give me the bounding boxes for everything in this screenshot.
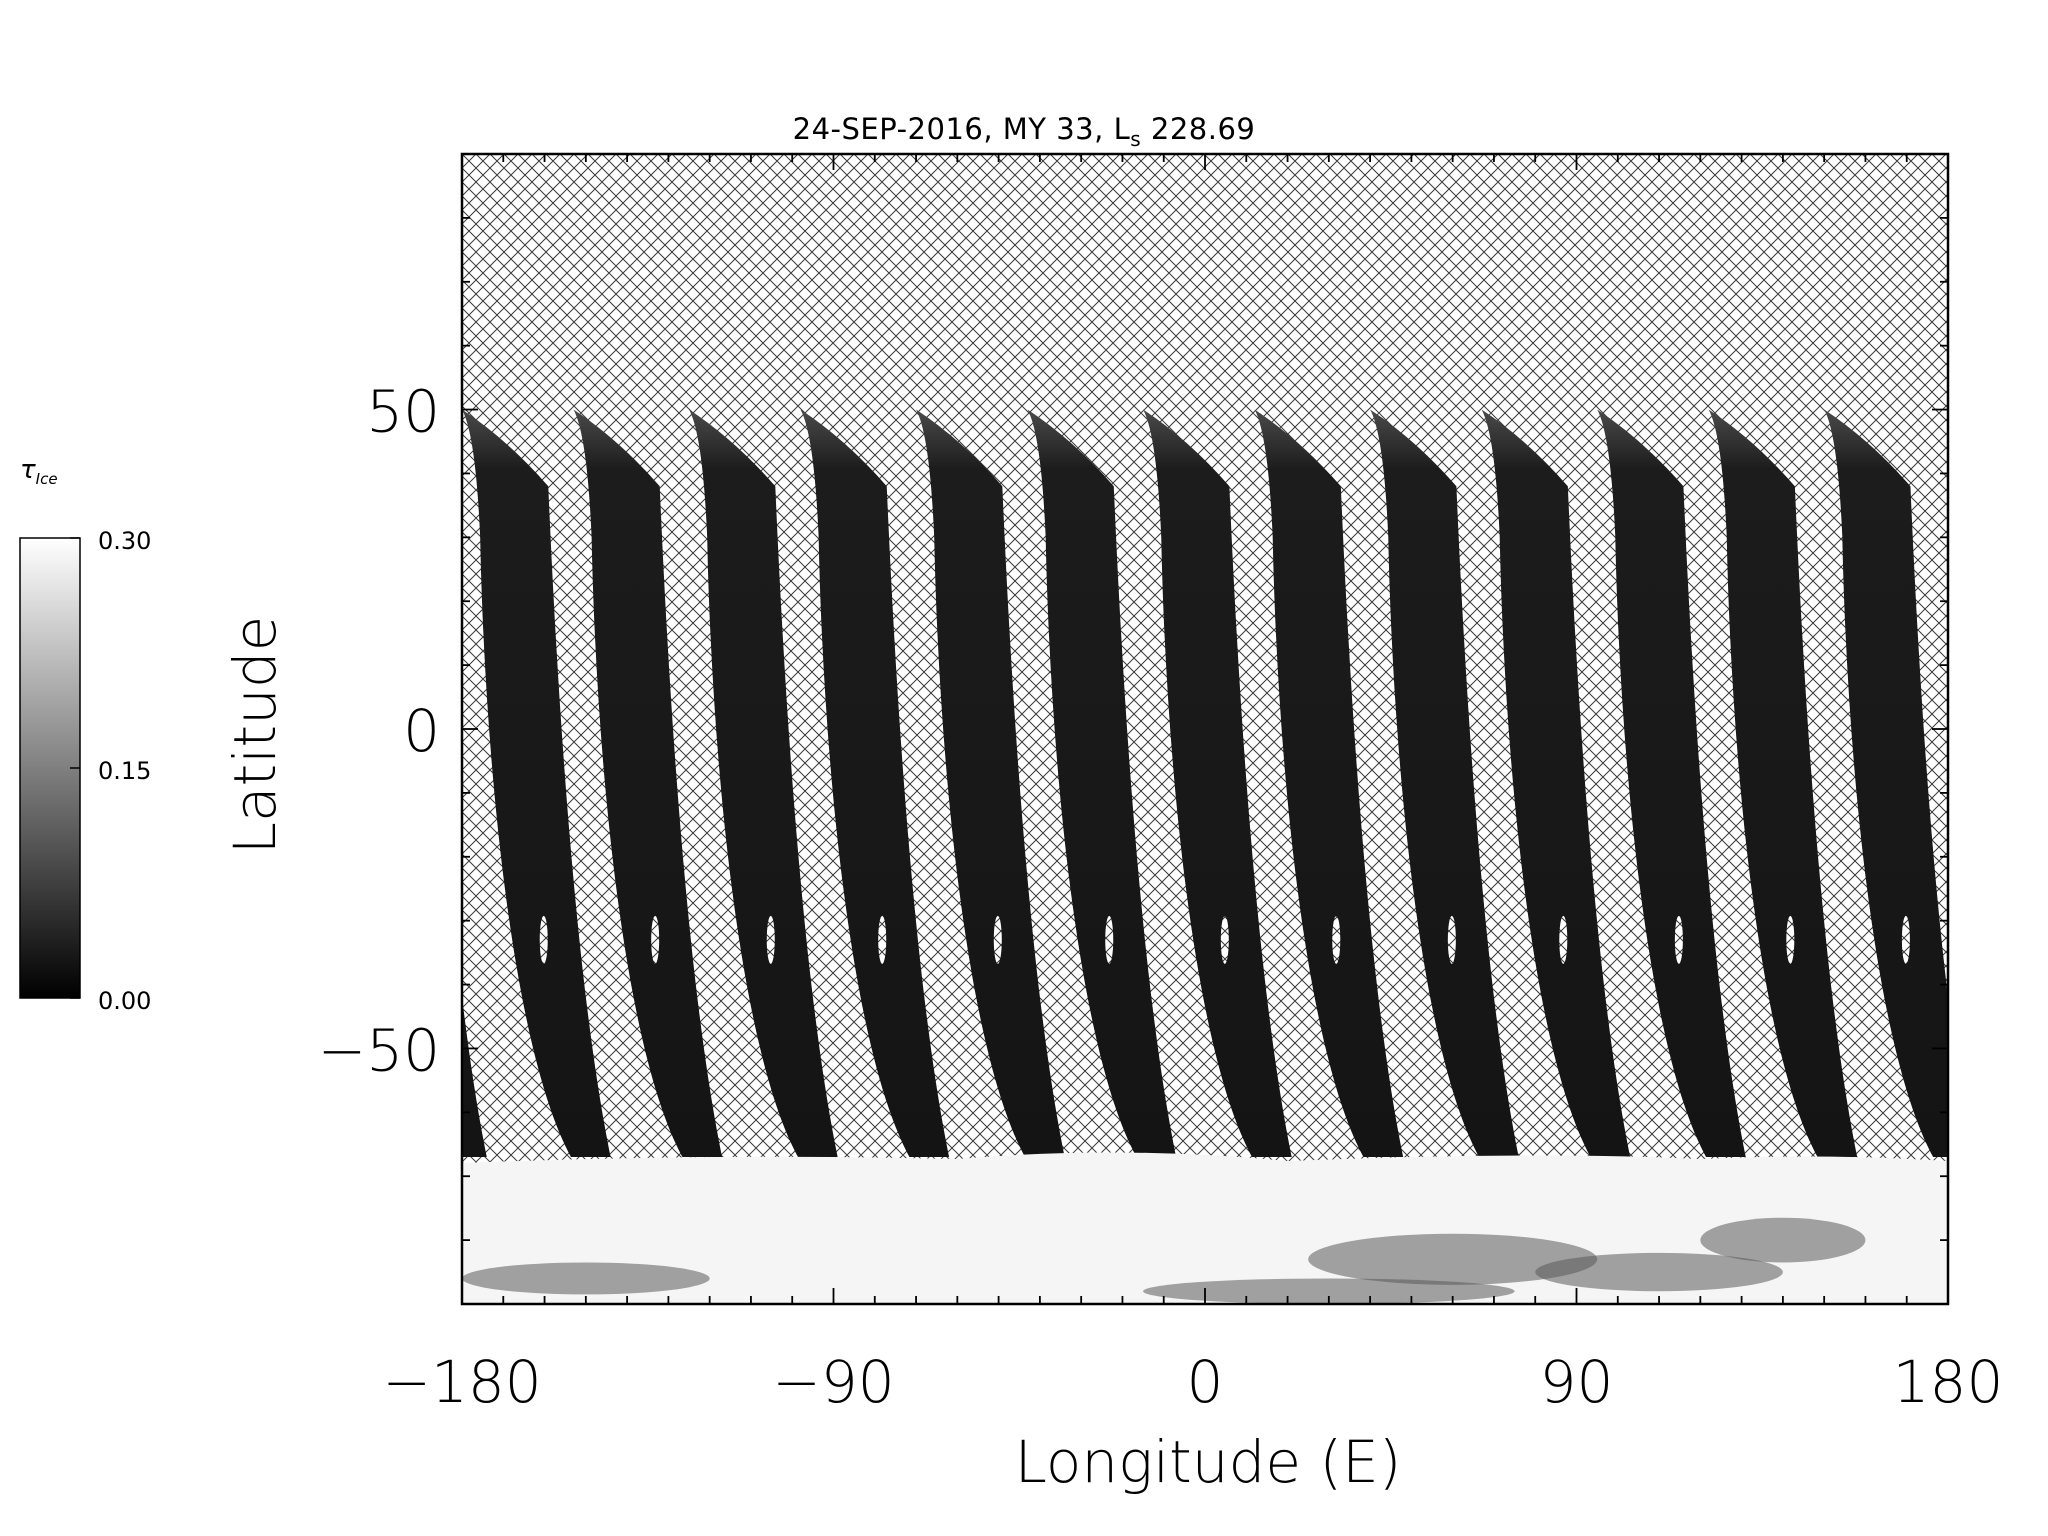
orbit-swath — [1481, 409, 1631, 1158]
orbit-swath-wrap — [462, 996, 487, 1158]
axes: −180 −90 0 90 180 −50 0 50 — [318, 152, 2004, 1416]
chart-title: 24-SEP-2016, MY 33, Ls 228.69 — [0, 112, 2048, 151]
orbit-swath — [800, 409, 950, 1158]
swath-gap — [1447, 915, 1456, 964]
y-tick-label: 50 — [366, 378, 440, 446]
orbit-swath — [689, 409, 838, 1158]
x-tick-label: −180 — [382, 1348, 541, 1416]
orbit-swath — [1254, 409, 1404, 1158]
swath-gap — [1674, 915, 1683, 964]
swath-gap — [1332, 915, 1341, 964]
title-text: 24-SEP-2016, MY 33, L — [792, 112, 1131, 146]
x-tick-label: 90 — [1540, 1348, 1614, 1416]
swath-gap — [1105, 915, 1114, 964]
swath-gap — [766, 915, 775, 964]
swath-gap — [1901, 915, 1910, 964]
swath-gap — [1786, 915, 1795, 964]
orbit-swath — [1597, 409, 1746, 1158]
colorbar — [19, 537, 81, 999]
colorbar-tick-label-min: 0.00 — [98, 987, 152, 1015]
swath-gap — [651, 915, 660, 964]
colorbar-title: τIce — [20, 455, 58, 488]
x-axis-label: Longitude (E) — [1014, 1428, 1402, 1496]
orbit-swath — [1143, 409, 1292, 1158]
x-tick-label: 0 — [1187, 1348, 1224, 1416]
ice-texture-patch — [1535, 1252, 1783, 1292]
x-tick-label: −90 — [772, 1348, 894, 1416]
x-tick-label: 180 — [1893, 1348, 2004, 1416]
swath-gap — [1559, 915, 1568, 964]
swath-gap — [878, 915, 887, 964]
colorbar-symbol: τ — [20, 455, 36, 485]
orbit-swath — [573, 409, 723, 1158]
orbit-swath — [1824, 409, 1948, 1158]
orbit-swath — [1370, 409, 1519, 1158]
swath-gap — [539, 915, 548, 964]
title-ls-value: 228.69 — [1150, 112, 1256, 146]
colorbar-symbol-sub: Ice — [35, 470, 58, 489]
orbit-swath — [916, 409, 1065, 1158]
ice-texture-patch — [1308, 1233, 1598, 1285]
ice-texture-patch — [1143, 1278, 1515, 1304]
y-tick-label: 0 — [403, 697, 440, 765]
orbit-swath — [1027, 409, 1177, 1158]
swath-gap — [1220, 915, 1229, 964]
ice-texture-patch — [462, 1262, 710, 1295]
colorbar-tick-label-mid: 0.15 — [98, 757, 152, 785]
ice-texture-patch — [1700, 1217, 1866, 1263]
title-subscript: s — [1130, 126, 1142, 151]
plot-area — [462, 154, 1948, 1304]
swath-gap — [993, 915, 1002, 964]
orbit-swath — [462, 409, 611, 1158]
y-tick-label: −50 — [318, 1016, 440, 1084]
colorbar-tick-label-max: 0.30 — [98, 527, 152, 555]
orbit-swath — [1708, 409, 1858, 1158]
